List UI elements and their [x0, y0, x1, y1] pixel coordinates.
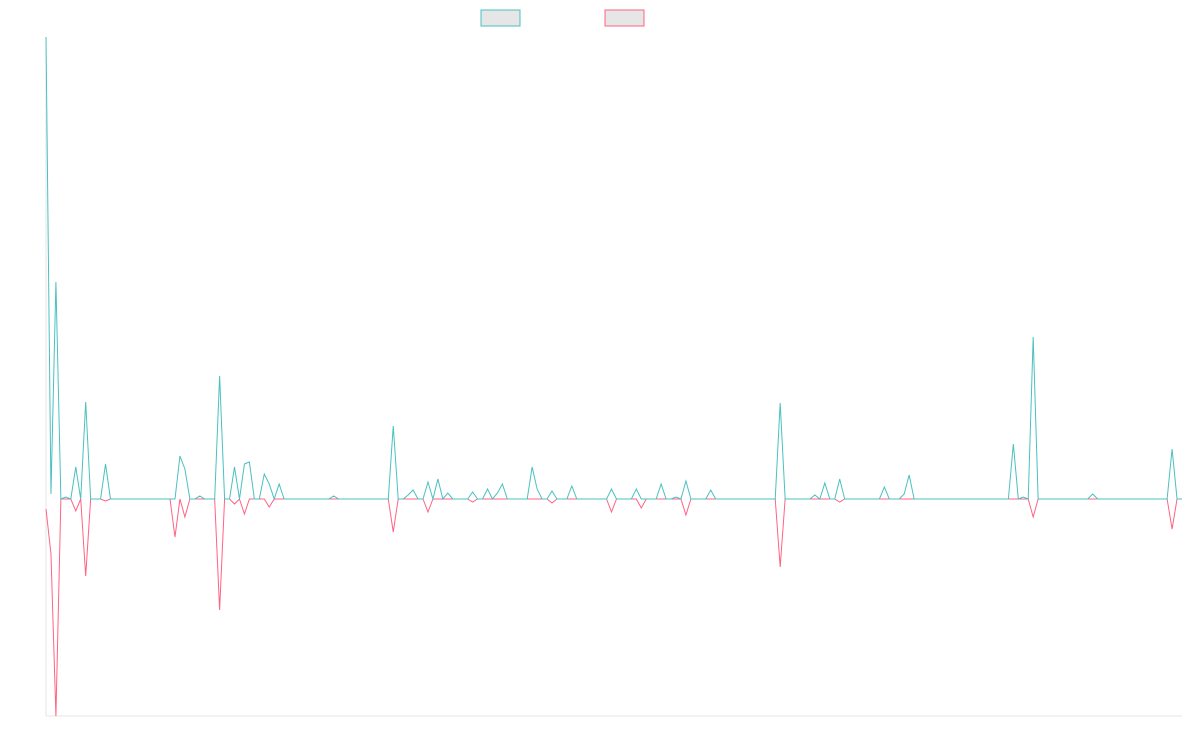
- legend-swatch[interactable]: [604, 9, 645, 27]
- data-line: [45, 498, 1182, 717]
- legend-swatch[interactable]: [480, 9, 521, 27]
- data-line: [45, 36, 1182, 501]
